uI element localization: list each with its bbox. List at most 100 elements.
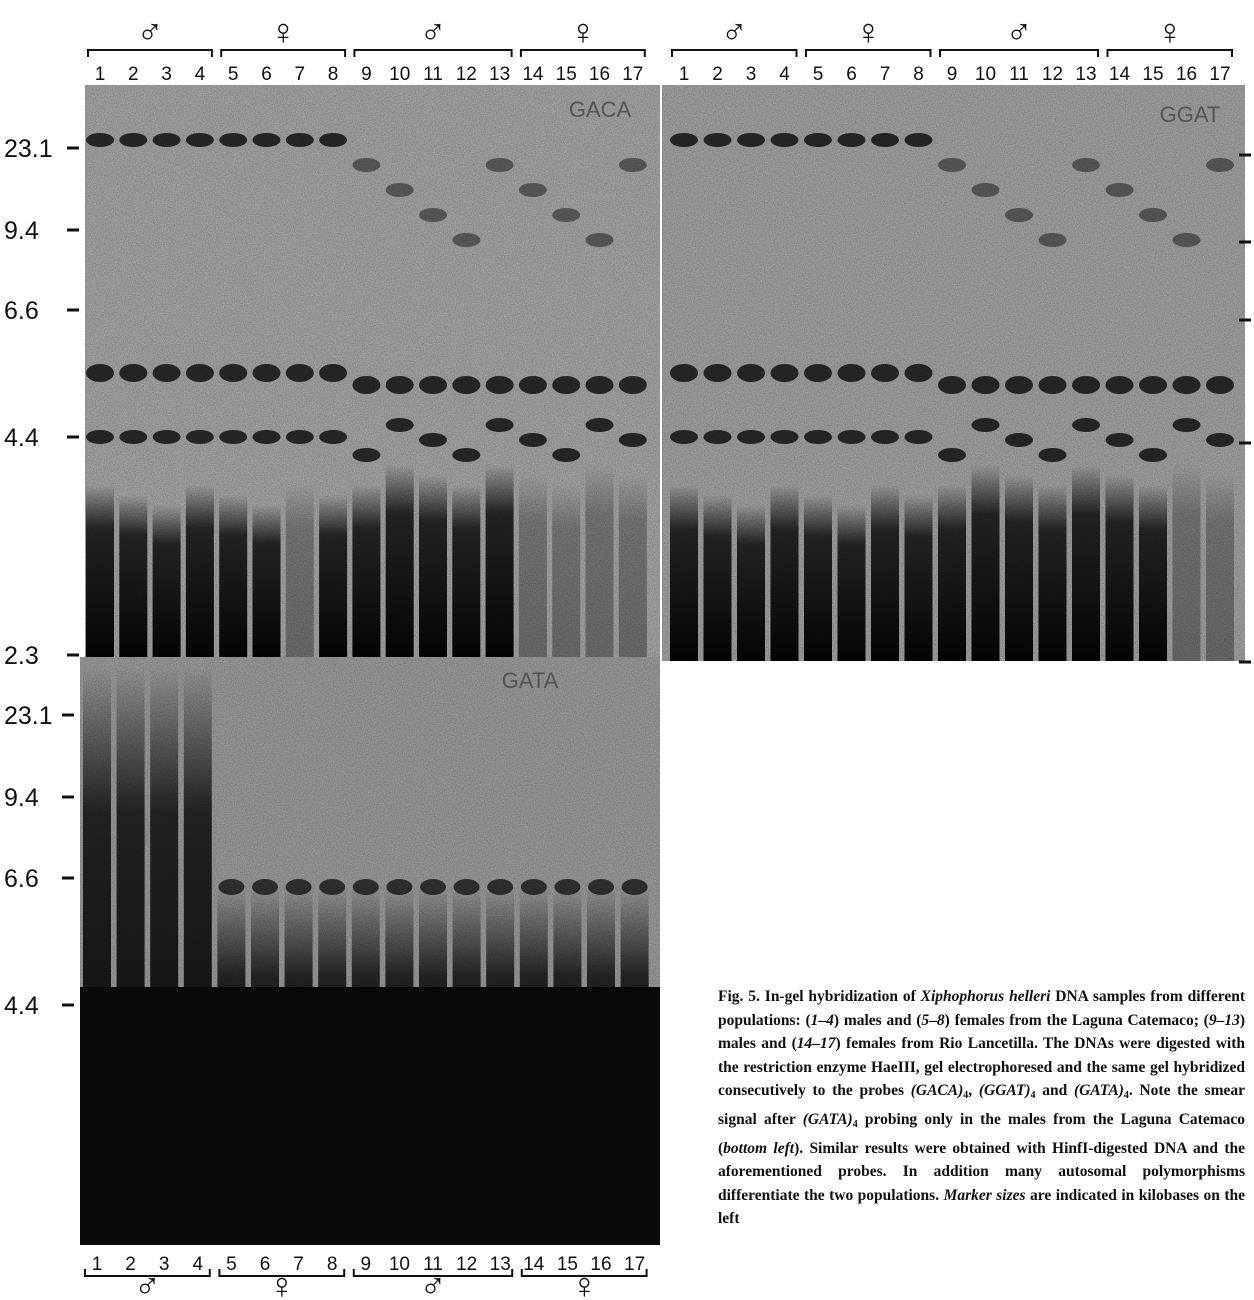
lane-number: 12 <box>456 64 477 85</box>
caption-text: (GATA) <box>1073 1082 1124 1100</box>
group-bracket <box>1106 49 1233 57</box>
lane-number: 4 <box>195 64 206 85</box>
caption-text: (GATA) <box>802 1110 853 1128</box>
gel-grain <box>80 657 660 1245</box>
caption-text: and <box>1035 1082 1074 1100</box>
lane-number: 17 <box>624 1254 645 1275</box>
lane-number: 17 <box>1209 64 1230 85</box>
caption-text: are indicated in kilobases on the left <box>718 1186 1245 1228</box>
marker-label: 2.3 <box>4 642 39 670</box>
gel-panel <box>662 85 1245 661</box>
sex-symbol: ♀ <box>569 11 596 52</box>
lane-number: 5 <box>228 64 239 85</box>
caption-text: ) males and ( <box>833 1011 922 1029</box>
lane-number: 12 <box>456 1254 477 1275</box>
lane-number: 16 <box>589 64 610 85</box>
lane-number: 1 <box>92 1254 103 1275</box>
marker-label: 9.4 <box>4 784 39 812</box>
lane-number: 7 <box>880 64 891 85</box>
caption-text: 4 <box>1123 1090 1129 1102</box>
probe-label: GACA <box>569 97 632 122</box>
marker-label: 4.4 <box>4 424 39 452</box>
caption-text: 1–4 <box>810 1011 834 1029</box>
sex-symbol: ♂ <box>1006 11 1033 52</box>
marker-label: 23.1 <box>4 702 53 730</box>
caption-text: (GGAT) <box>978 1082 1031 1100</box>
marker-label: 6.6 <box>4 297 39 325</box>
group-bracket <box>519 49 646 57</box>
group-bracket <box>220 49 347 57</box>
lane-number: 4 <box>779 64 790 85</box>
caption-text: Xiphophorus helleri <box>920 988 1051 1005</box>
lane-number: 11 <box>1009 64 1029 85</box>
sex-symbol: ♀ <box>855 11 882 52</box>
lane-number: 2 <box>125 1254 136 1275</box>
lane-number: 15 <box>1142 64 1163 85</box>
sex-symbol: ♀ <box>571 1265 598 1300</box>
lane-number: 3 <box>746 64 757 85</box>
caption-text: (GACA) <box>910 1082 964 1100</box>
marker-label: 23.1 <box>4 135 53 163</box>
group-bracket <box>352 1269 514 1277</box>
gel-panel <box>80 657 660 1245</box>
caption-text: 4 <box>963 1090 969 1102</box>
sex-symbol: ♂ <box>420 1265 447 1300</box>
probe-label: GGAT <box>1160 102 1221 127</box>
lane-number: 3 <box>161 64 172 85</box>
lane-number: 17 <box>622 64 643 85</box>
lane-number: 14 <box>523 1254 545 1275</box>
lane-number: 2 <box>712 64 723 85</box>
marker-label: 9.4 <box>4 217 39 245</box>
caption-text: ) females from the Laguna Catemaco; ( <box>944 1011 1209 1029</box>
sex-symbol: ♀ <box>268 1265 295 1300</box>
lane-number: 14 <box>522 64 544 85</box>
lane-number: 13 <box>1075 64 1096 85</box>
caption-text: 14–17 <box>796 1035 836 1053</box>
group-bracket <box>671 49 798 57</box>
lane-number: 5 <box>813 64 824 85</box>
lane-number: 15 <box>557 1254 578 1275</box>
caption-text: probing only in the males from the Lagun… <box>718 1110 1245 1157</box>
group-bracket <box>520 1269 648 1277</box>
gel-panel <box>85 85 660 657</box>
caption-text: DNA samples from different populations: … <box>718 988 1245 1029</box>
caption-text: ). Similar results were obtained with Hi… <box>718 1139 1245 1204</box>
caption-text: , <box>968 1082 979 1100</box>
lane-number: 12 <box>1042 64 1063 85</box>
caption-text: 9–13 <box>1208 1011 1240 1029</box>
lane-number: 10 <box>389 1254 410 1275</box>
probe-label: GATA <box>502 668 559 693</box>
lane-number: 1 <box>679 64 690 85</box>
caption-text: In-gel hybridization of <box>759 988 921 1005</box>
lane-number: 1 <box>95 64 106 85</box>
group-bracket <box>84 1269 211 1277</box>
lane-number: 11 <box>423 64 443 85</box>
marker-label: 4.4 <box>4 992 39 1020</box>
lane-number: 7 <box>293 1254 304 1275</box>
sex-symbol: ♂ <box>420 11 447 52</box>
lane-number: 9 <box>361 64 372 85</box>
sex-symbol: ♂ <box>134 1265 161 1300</box>
sex-symbol: ♀ <box>1156 11 1183 52</box>
sex-symbol: ♂ <box>721 11 748 52</box>
lane-number: 9 <box>947 64 958 85</box>
lane-number: 13 <box>490 1254 511 1275</box>
caption-text: Fig. 5. <box>718 988 760 1005</box>
lane-number: 6 <box>261 64 272 85</box>
group-bracket <box>218 1269 346 1277</box>
lane-number: 4 <box>193 1254 204 1275</box>
lane-number: 3 <box>159 1254 170 1275</box>
lane-number: 13 <box>489 64 510 85</box>
sex-symbol: ♂ <box>136 11 163 52</box>
lane-number: 6 <box>260 1254 271 1275</box>
lane-number: 16 <box>1176 64 1197 85</box>
lane-number: 5 <box>226 1254 237 1275</box>
group-bracket <box>353 49 513 57</box>
lane-number: 16 <box>590 1254 611 1275</box>
lane-number: 7 <box>295 64 306 85</box>
marker-label: 6.6 <box>4 865 39 893</box>
caption-text: ) females from Rio Lancetilla. The DNAs … <box>718 1035 1245 1100</box>
lane-number: 9 <box>361 1254 372 1275</box>
